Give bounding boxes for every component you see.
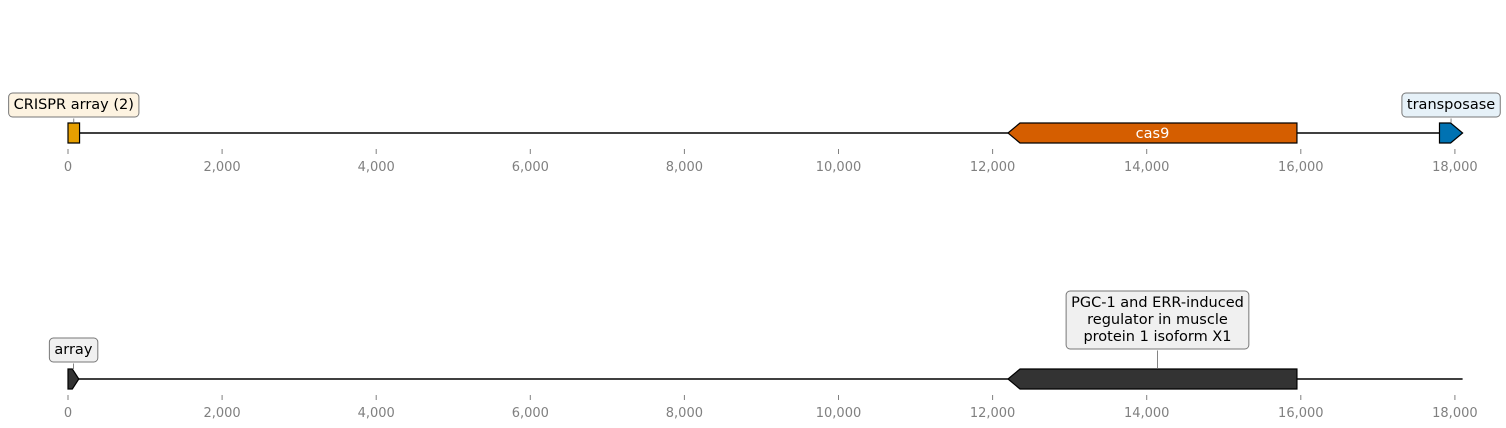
feature-crispr-array-2[interactable]: CRISPR array (2) <box>8 92 140 144</box>
x-axis: 0 2,000 4,000 6,000 8,000 10,000 12,000 14,000 1… <box>64 395 1478 421</box>
tick-label: 8,000 <box>666 406 703 421</box>
tick-label: 14,000 <box>1124 160 1170 175</box>
feature-arrow[interactable] <box>67 122 81 144</box>
x-axis: 0 2,000 4,000 6,000 8,000 10,000 12,000 14,000 1… <box>64 149 1478 175</box>
tick-label: 12,000 <box>970 160 1016 175</box>
feature-label: transposase <box>1407 97 1495 113</box>
tick-label: 0 <box>64 160 72 175</box>
feature-array[interactable]: array <box>48 337 99 390</box>
tick-label: 6,000 <box>512 160 549 175</box>
feature-arrow[interactable] <box>67 368 80 390</box>
label-box-bg <box>1065 290 1250 350</box>
feature-label: cas9 <box>1136 126 1170 142</box>
tick-label: 4,000 <box>358 160 395 175</box>
tick-label: 2,000 <box>203 406 240 421</box>
tick-label: 6,000 <box>512 406 549 421</box>
tick-label: 18,000 <box>1432 160 1478 175</box>
feature-pgc-1-and-err-induced[interactable]: PGC-1 and ERR-induced regulator in muscle… <box>1007 290 1298 390</box>
feature-label: array <box>54 342 92 358</box>
tick-label: 4,000 <box>358 406 395 421</box>
feature-arrow[interactable] <box>1438 122 1464 144</box>
track-top: 0 2,000 4,000 6,000 8,000 10,000 12,000 14,000 1… <box>8 92 1501 175</box>
tick-label: 16,000 <box>1278 160 1324 175</box>
tick-label: 2,000 <box>203 160 240 175</box>
feature-arrow[interactable] <box>1007 368 1298 390</box>
tick-label: 12,000 <box>970 406 1016 421</box>
feature-arrow[interactable] <box>1007 122 1298 144</box>
tick-label: 0 <box>64 406 72 421</box>
feature-label-box: transposase <box>1401 92 1501 118</box>
tick-label: 18,000 <box>1432 406 1478 421</box>
feature-label-box: CRISPR array (2) <box>8 92 140 118</box>
feature-label-box: array <box>48 337 99 363</box>
tick-label: 14,000 <box>1124 406 1170 421</box>
tick-label: 10,000 <box>816 406 862 421</box>
feature-label: CRISPR array (2) <box>14 97 134 113</box>
label-box-bg <box>8 92 140 118</box>
label-box-bg <box>1401 92 1501 118</box>
feature-cas9[interactable]: cas9 <box>1007 122 1298 144</box>
feature-label-box: PGC-1 and ERR-induced regulator in muscle… <box>1065 290 1250 350</box>
label-box-bg <box>48 337 99 363</box>
track-bottom: 0 2,000 4,000 6,000 8,000 10,000 12,000 14,000 1… <box>48 290 1478 421</box>
tick-label: 16,000 <box>1278 406 1324 421</box>
feature-label: PGC-1 and ERR-induced regulator in muscle… <box>1071 295 1244 345</box>
tick-label: 10,000 <box>816 160 862 175</box>
tick-label: 8,000 <box>666 160 703 175</box>
feature-transposase[interactable]: transposase <box>1401 92 1501 144</box>
